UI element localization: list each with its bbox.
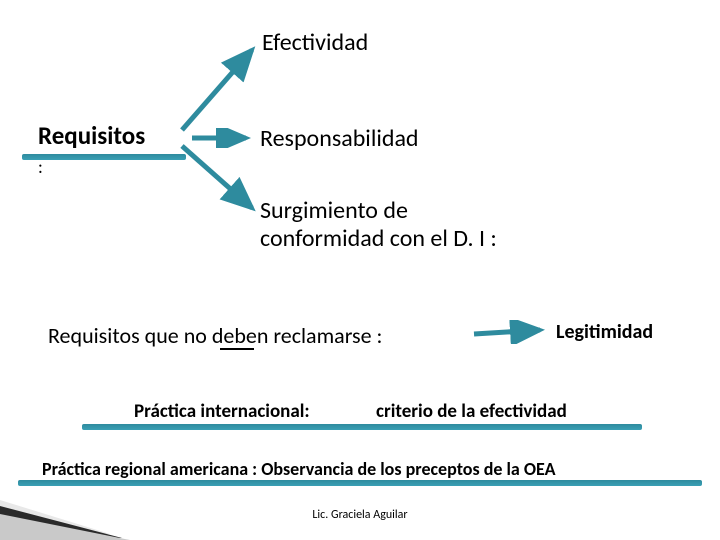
row3-right: criterio de la efectividad [376, 400, 567, 423]
source-label: Requisitos [38, 120, 145, 151]
row3-underline [82, 424, 642, 430]
arrow-row2 [470, 320, 550, 344]
row2-right: Legitimidad [556, 320, 653, 344]
footer-credit: Lic. Graciela Aguilar [312, 508, 407, 522]
corner-decoration [0, 470, 130, 540]
arrow-bottom [174, 140, 264, 220]
branch-mid: Responsabilidad [260, 124, 419, 153]
arrow-top [174, 38, 264, 138]
source-underline [22, 154, 186, 160]
row3-left: Práctica internacional: [134, 400, 310, 423]
branch-bottom-line2: conformidad con el D. I : [260, 224, 497, 253]
underline-no [220, 348, 254, 350]
branch-bottom-line1: Surgimiento de [260, 196, 408, 225]
branch-top: Efectividad [262, 28, 368, 57]
row2-left: Requisitos que no deben reclamarse : [48, 322, 382, 349]
